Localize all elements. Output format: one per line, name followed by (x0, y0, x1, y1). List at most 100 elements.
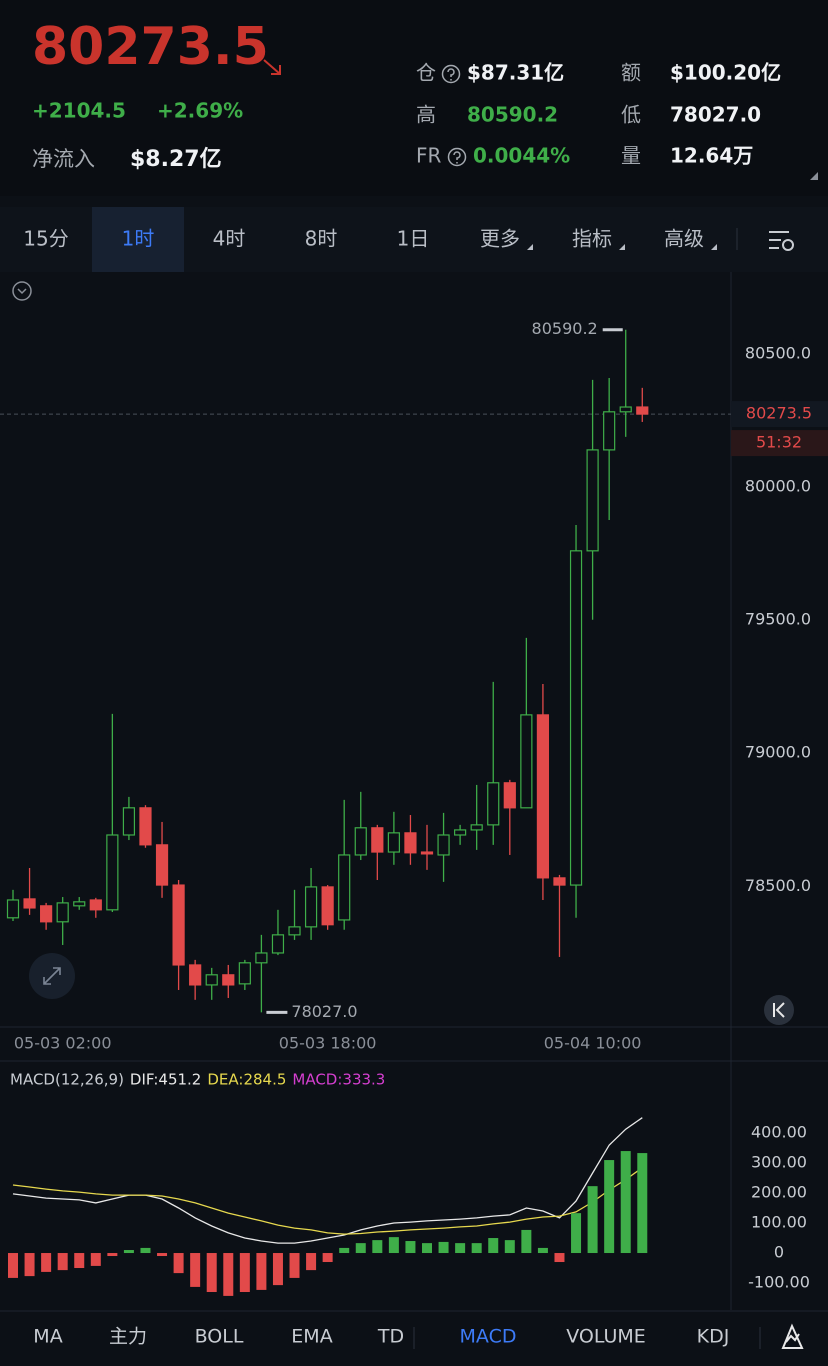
candle-body (288, 926, 301, 936)
candle-body (536, 714, 550, 879)
macd-bar (422, 1243, 432, 1254)
timeframe-tab[interactable]: 1日 (397, 227, 430, 251)
countdown: 51:32 (756, 433, 802, 452)
header-panel (0, 0, 828, 196)
indicator-tab[interactable]: VOLUME (566, 1326, 646, 1348)
candle-body (387, 832, 400, 853)
timeframe-tab[interactable]: 8时 (305, 227, 338, 251)
indicator-tab[interactable]: TD (377, 1326, 404, 1348)
macd-bar (74, 1253, 85, 1269)
y-tick-label: 80500.0 (745, 343, 811, 362)
macd-bar (604, 1160, 615, 1254)
candle-body (106, 834, 119, 911)
indicator-tab[interactable]: MACD (460, 1326, 517, 1348)
net-inflow-label: 净流入 (32, 147, 95, 171)
timeframe-tab[interactable]: 4时 (213, 227, 246, 251)
candle-body (520, 714, 533, 809)
jump-latest-icon (773, 1002, 785, 1018)
countdown-tag (731, 430, 828, 457)
macd-bar (587, 1186, 598, 1254)
candle-body (205, 974, 218, 986)
stat-label: 高 (416, 103, 436, 127)
down-arrow-icon (263, 59, 281, 75)
stat-value: 0.0044% (473, 144, 570, 168)
macd-bar (339, 1247, 350, 1254)
candle-body (255, 952, 268, 964)
macd-bar (57, 1253, 68, 1271)
extreme-label: 80590.2 (532, 319, 598, 338)
timeframe-tab[interactable]: 15分 (23, 227, 68, 251)
macd-bar (157, 1253, 168, 1257)
candle-body (354, 827, 367, 856)
candle-body (454, 829, 467, 836)
indicator-title: MACD(12,26,9) (10, 1071, 124, 1089)
dropdown-caret (619, 244, 625, 250)
candle-body (238, 962, 251, 985)
active-tab-bg (92, 207, 184, 272)
indicator-tab[interactable]: KDJ (697, 1326, 730, 1348)
indicator-tab[interactable]: EMA (291, 1326, 332, 1348)
y-tick-label: 79500.0 (745, 610, 811, 629)
candle-body (155, 844, 169, 886)
macd-bar (223, 1253, 234, 1296)
stat-label: 仓 (416, 61, 436, 85)
candle-body (56, 902, 69, 923)
macd-bar (239, 1253, 250, 1293)
candle-body (603, 411, 616, 451)
stat-value: $100.20亿 (670, 61, 781, 85)
collapse-icon[interactable] (12, 281, 32, 301)
candle-body (503, 782, 516, 809)
y-tick-label: 79000.0 (745, 743, 811, 762)
macd-bar (504, 1240, 515, 1254)
y-tick-label: 80000.0 (745, 476, 811, 495)
expand-corner[interactable] (810, 172, 818, 180)
candle-body (189, 964, 202, 986)
candle-body (139, 807, 152, 846)
candle-body (619, 406, 632, 413)
candle-body (122, 807, 136, 836)
x-tick-label: 05-03 02:00 (14, 1034, 112, 1053)
macd-bar (388, 1237, 399, 1254)
stat-value: 80590.2 (467, 103, 558, 127)
draw-tool-icon[interactable] (781, 1323, 804, 1349)
settings-icon[interactable] (769, 231, 794, 251)
macd-bar (554, 1253, 565, 1263)
timeframe-tab[interactable]: 1时 (122, 227, 155, 251)
stat-label: 低 (621, 103, 641, 127)
macd-bar (90, 1253, 101, 1266)
y-tick-label: 300.00 (751, 1153, 807, 1172)
stat-value: $87.31亿 (467, 61, 564, 85)
macd-bar (438, 1241, 449, 1254)
indicator-tab[interactable]: BOLL (195, 1326, 244, 1348)
candle-body (636, 406, 649, 415)
macd-bar (471, 1243, 482, 1254)
price-change: +2104.5 (32, 99, 126, 123)
stat-label: 量 (621, 144, 641, 168)
macd-bar (537, 1247, 548, 1254)
jump-latest-button[interactable] (764, 995, 794, 1025)
macd-bar (140, 1247, 151, 1254)
macd-bar (455, 1243, 466, 1254)
extreme-label: 78027.0 (291, 1002, 357, 1021)
stat-value: 78027.0 (670, 103, 761, 127)
indicator-tab[interactable]: MA (33, 1326, 62, 1348)
macd-bar (272, 1253, 283, 1286)
candle-body (23, 898, 36, 909)
price-change-pct: +2.69% (157, 99, 243, 123)
timeframe-tab[interactable]: 更多 (480, 227, 520, 251)
help-icon[interactable] (447, 147, 467, 167)
candle-body (172, 884, 185, 966)
last-price-tag (731, 401, 828, 428)
indicator-tab[interactable]: 主力 (109, 1326, 147, 1348)
y-tick-label: 78500.0 (745, 876, 811, 895)
timeframe-tab[interactable]: 高级 (664, 227, 704, 251)
help-icon[interactable] (441, 64, 461, 84)
last-price: 80273.5 (32, 17, 269, 77)
indicator-line (12, 1117, 643, 1244)
y-tick-label: 100.00 (751, 1213, 807, 1232)
candle-body (586, 449, 599, 552)
fullscreen-icon (43, 967, 61, 985)
macd-bar (41, 1253, 52, 1272)
timeframe-tab[interactable]: 指标 (572, 227, 612, 251)
stat-value: 12.64万 (670, 144, 753, 168)
